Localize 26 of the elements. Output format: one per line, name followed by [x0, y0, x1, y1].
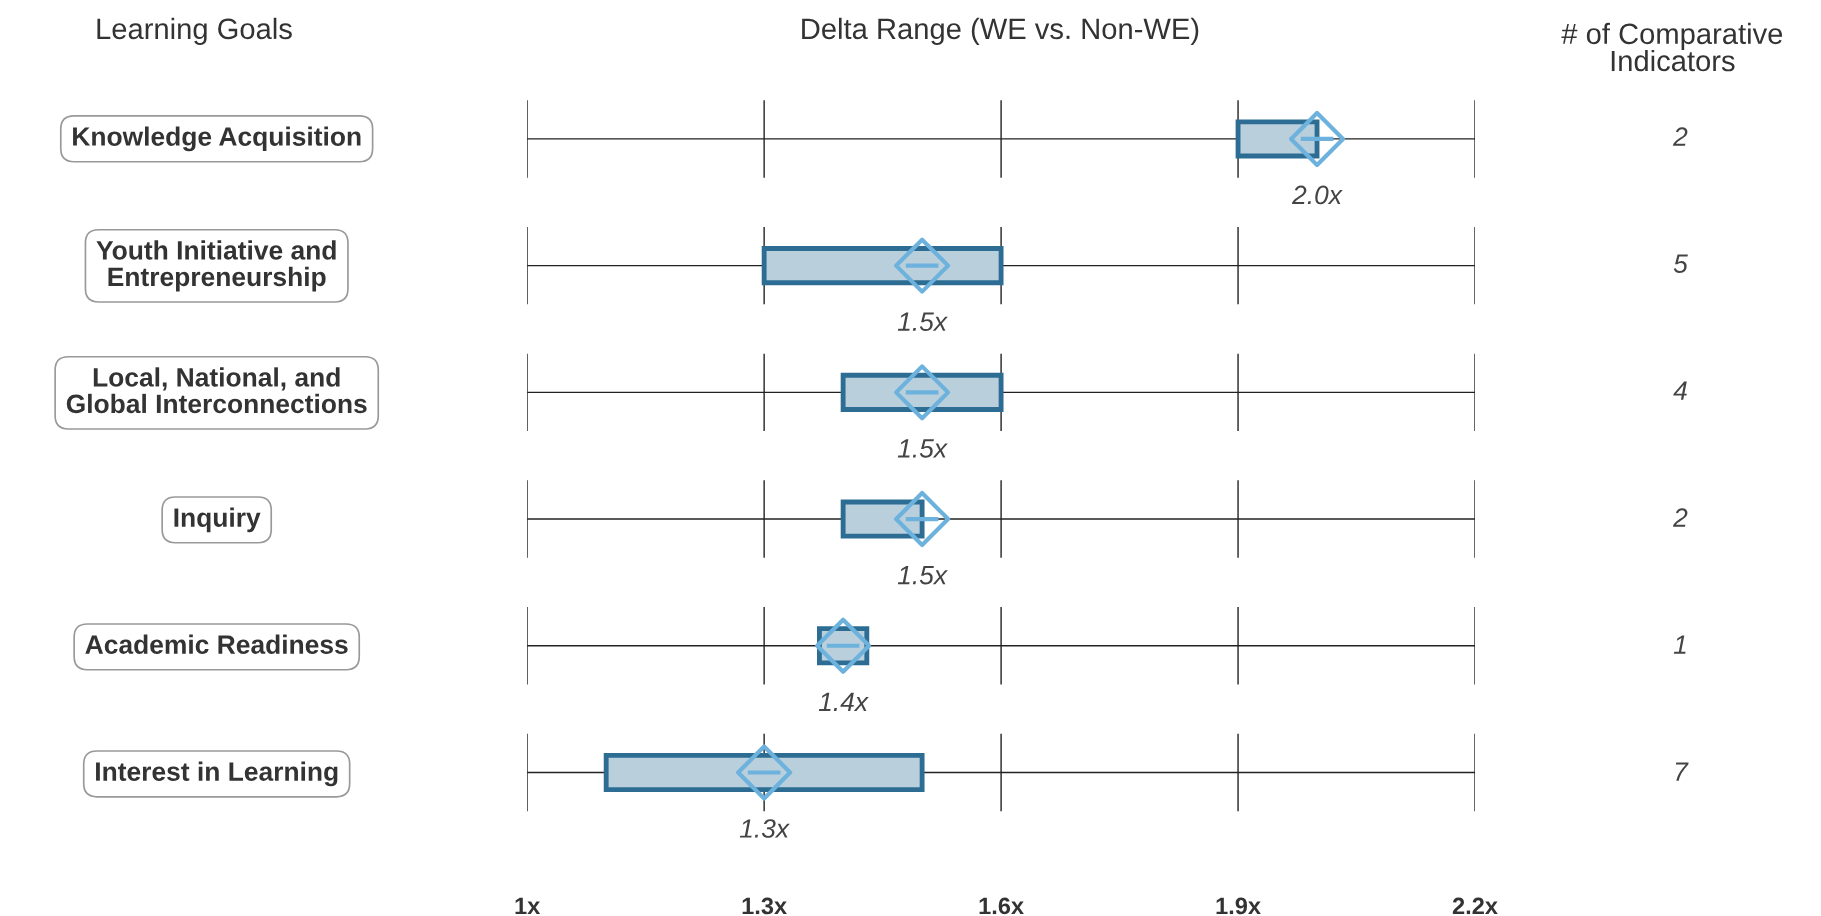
y-axis-title: Learning Goals: [97, 17, 292, 45]
text: 7: [1675, 762, 1689, 781]
text: 5: [1673, 254, 1688, 273]
data-label: 2.0x: [1291, 185, 1343, 205]
y2-axis-title: # of Comparative Indicators: [1561, 22, 1783, 72]
x-tick-label: 1.3x: [742, 897, 787, 915]
x-tick-label: 2.2x: [1452, 897, 1498, 915]
y-tick-label: Knowledge Acquisition: [73, 126, 361, 152]
chart-title: Delta Range (WE vs. Non-WE): [802, 17, 1199, 45]
text: 2: [1672, 127, 1688, 146]
text: 2: [1672, 508, 1688, 527]
x-tick-label: 1x: [515, 897, 541, 915]
data-label: 1.5x: [897, 312, 948, 332]
y-tick-label: Inquiry: [174, 507, 261, 533]
data-label: 1.4x: [818, 692, 869, 711]
y-tick-label: Interest in Learning: [96, 761, 338, 787]
x-tick-label: 1.6x: [979, 897, 1024, 915]
x-tick-label: 1.9x: [1216, 897, 1261, 915]
y-tick-label: Local, National, and Global Interconnections: [66, 367, 367, 414]
text: 4: [1673, 381, 1687, 400]
text: 1: [1673, 635, 1686, 654]
data-label: 1.3x: [739, 819, 790, 838]
y-tick-label: Academic Readiness: [85, 634, 348, 654]
y-tick-label: Youth Initiative and Entrepreneurship: [96, 240, 336, 292]
data-label: 1.5x: [897, 439, 948, 458]
data-label: 1.5x: [897, 566, 948, 585]
